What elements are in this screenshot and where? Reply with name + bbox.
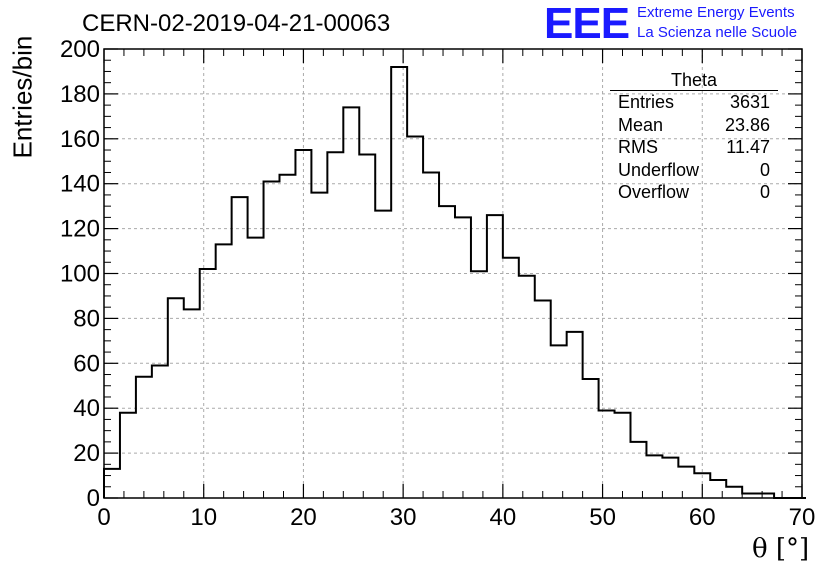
logo-line-1: Extreme Energy Events — [637, 4, 795, 21]
histogram-bin — [407, 137, 423, 498]
x-tick-label: 70 — [789, 504, 816, 531]
y-tick-label: 200 — [60, 36, 100, 63]
stats-box: Theta Entries 3631 Mean 23.86 RMS 11.47 … — [610, 70, 778, 204]
histogram-bin — [646, 455, 662, 498]
eee-logo: EEE — [544, 0, 630, 48]
stats-row: RMS 11.47 — [610, 136, 778, 159]
histogram-series — [103, 65, 806, 499]
histogram-bin — [710, 480, 726, 498]
stats-value: 0 — [759, 182, 770, 202]
x-tick-label: 50 — [589, 504, 616, 531]
histogram-bin — [551, 345, 567, 498]
stats-label: Overflow — [618, 182, 690, 202]
x-tick-label: 40 — [490, 504, 517, 531]
stats-label: Underflow — [618, 159, 700, 180]
histogram-bin — [439, 206, 455, 498]
y-tick-label: 80 — [73, 305, 100, 332]
y-tick-label: 100 — [60, 261, 100, 288]
x-tick-label: 60 — [689, 504, 716, 531]
stats-value: 3631 — [729, 92, 770, 112]
y-tick-label: 60 — [73, 350, 100, 377]
histogram-bin — [471, 271, 487, 498]
histogram-bin — [295, 150, 311, 498]
logo-line-2: La Scienza nelle Scuole — [637, 24, 798, 41]
histogram-bin — [583, 379, 599, 498]
y-tick-label: 40 — [73, 395, 100, 422]
stats-row: Underflow 0 — [610, 159, 778, 182]
histogram-bin — [343, 107, 359, 498]
histogram-bin — [359, 155, 375, 498]
histogram-bin — [248, 238, 264, 498]
y-tick-label: 0 — [87, 485, 100, 512]
histogram-bin — [136, 377, 152, 498]
stats-row: Mean 23.86 — [610, 114, 778, 137]
stats-value: 11.47 — [726, 137, 770, 157]
histogram-bin — [455, 217, 471, 498]
histogram-bin — [200, 269, 216, 498]
stats-label: RMS — [618, 137, 658, 157]
histogram-bin — [678, 467, 694, 498]
histogram-bin — [152, 366, 168, 498]
stats-title: Theta — [610, 70, 778, 91]
stats-label: Mean — [618, 114, 664, 135]
histogram-bin — [726, 487, 742, 498]
histogram-bin — [279, 175, 295, 498]
histogram-bin — [264, 181, 280, 498]
histogram-bin — [615, 413, 631, 498]
y-tick-label: 160 — [60, 126, 100, 153]
histogram-bin — [311, 193, 327, 498]
y-tick-label: 120 — [60, 216, 100, 243]
chart-title: CERN-02-2019-04-21-00063 — [82, 10, 391, 37]
histogram-bin — [184, 309, 200, 498]
stats-row: Overflow 0 — [610, 181, 778, 204]
histogram-bin — [519, 276, 535, 498]
histogram-bin — [168, 298, 184, 498]
stats-label: Entries — [618, 92, 675, 112]
histogram-bin — [327, 152, 343, 498]
histogram-bin — [232, 197, 248, 498]
x-tick-label: 20 — [290, 504, 317, 531]
histogram-bin — [487, 215, 503, 498]
histogram-bin — [216, 244, 232, 498]
y-axis-label: Entries/bin — [7, 35, 38, 159]
histogram-bin — [503, 258, 519, 498]
y-tick-label: 140 — [60, 171, 100, 198]
x-tick-label: 10 — [190, 504, 217, 531]
histogram-bin — [662, 458, 678, 498]
histogram-bin — [567, 332, 583, 498]
x-tick-label: 0 — [97, 504, 110, 531]
histogram-bin — [630, 442, 646, 498]
histogram-bin — [391, 67, 407, 498]
stats-value: 0 — [759, 159, 770, 180]
histogram-bin — [599, 410, 615, 498]
y-tick-label: 180 — [60, 81, 100, 108]
histogram-bin — [423, 172, 439, 498]
histogram-bin — [120, 413, 136, 498]
stats-row: Entries 3631 — [610, 91, 778, 114]
stats-value: 23.86 — [724, 114, 770, 135]
x-tick-label: 30 — [390, 504, 417, 531]
y-tick-label: 20 — [73, 440, 100, 467]
histogram-bin — [375, 211, 391, 498]
histogram-bin — [104, 469, 120, 498]
histogram-bin — [535, 300, 551, 498]
x-axis-label: θ [°] — [752, 534, 810, 564]
